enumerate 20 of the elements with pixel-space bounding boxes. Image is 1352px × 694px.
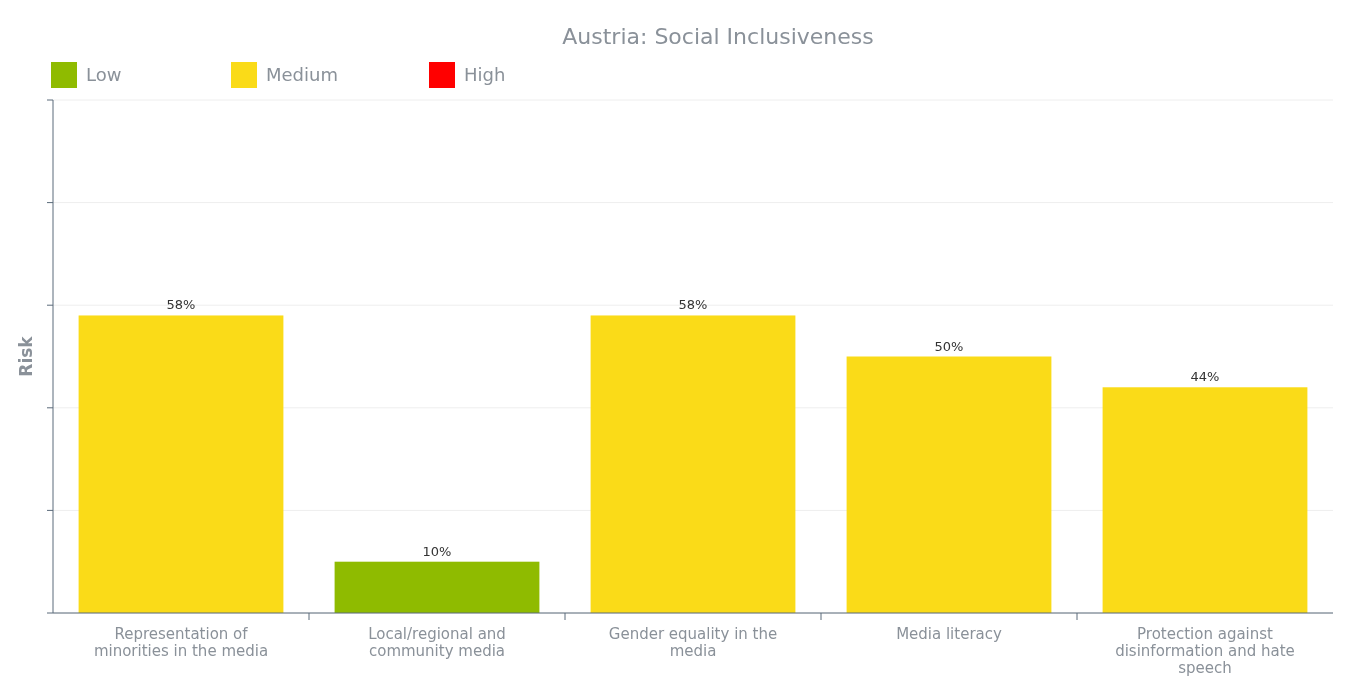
chart-title: Austria: Social Inclusiveness [562,24,874,49]
bar [78,315,284,613]
data-label: 50% [934,338,964,354]
data-label: 58% [166,297,196,313]
y-axis-title: Risk [16,335,36,377]
x-tick-label: Local/regional and community media [368,625,506,660]
legend-label: Low [86,64,122,85]
data-label: 58% [678,297,708,313]
legend-label: High [464,64,506,85]
bar [846,356,1052,613]
x-tick-label: Representation of minorities in the media [93,625,269,660]
x-tick-label: Gender equality in the media [608,625,778,660]
x-tick-label: Protection against disinformation and hate speech [1115,625,1295,677]
legend-label: Medium [266,64,338,85]
data-label: 10% [422,543,452,559]
bar [334,561,540,613]
data-label: 44% [1190,369,1220,385]
bar [590,315,796,613]
x-tick-label: Media literacy [896,625,1002,643]
bar [1102,387,1308,613]
